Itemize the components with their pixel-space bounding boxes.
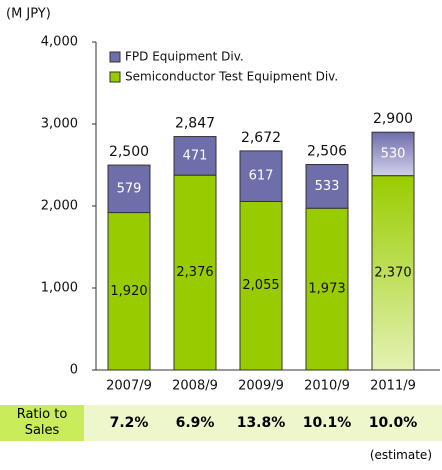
bar-segment (371, 131, 415, 177)
ratio-cell: 7.2% (109, 415, 149, 431)
estimate-note: (estimate) (369, 448, 432, 462)
chart: (M JPY) 0 1,000 2,000 3,000 4,000 2007/9 1,920… (6, 7, 440, 394)
total-label: 2,500 (109, 144, 149, 160)
legend-swatch (109, 51, 121, 63)
total-label: 2,672 (241, 130, 281, 146)
ratio-cell: 10.1% (302, 415, 352, 431)
data-label: 1,920 (110, 284, 147, 299)
bar-segment (107, 164, 151, 214)
x-tick-label: 2008/9 (172, 379, 218, 394)
unit-label: (M JPY) (6, 7, 51, 22)
total-label: 2,847 (175, 116, 215, 132)
legend-label: Semiconductor Test Equipment Div. (125, 70, 338, 84)
bar-segment (371, 175, 415, 371)
legend-swatch (109, 71, 121, 83)
y-tick-label: 2,000 (41, 199, 78, 214)
x-tick-label: 2010/9 (304, 379, 350, 394)
bar-segment (239, 200, 283, 371)
data-label: 2,370 (374, 265, 411, 280)
data-label: 579 (117, 181, 142, 196)
bar-segment (305, 164, 349, 209)
bar-segment (239, 150, 283, 202)
bar-segment (173, 174, 217, 371)
data-label: 2,376 (176, 265, 213, 280)
ratio-label: Ratio to Sales (0, 405, 84, 441)
data-label: 530 (381, 146, 406, 161)
data-label: 1,973 (308, 282, 345, 297)
data-label: 533 (315, 179, 340, 194)
ratio-cell: 6.9% (175, 415, 215, 431)
total-label: 2,506 (307, 144, 347, 160)
ratio-cell: 10.0% (368, 415, 418, 431)
data-label: 617 (249, 169, 274, 184)
legend-label: FPD Equipment Div. (125, 50, 244, 64)
total-label: 2,900 (373, 111, 413, 127)
y-tick-label: 3,000 (41, 117, 78, 132)
bar-segment (107, 212, 151, 371)
data-label: 2,055 (242, 278, 279, 293)
y-tick-label: 1,000 (41, 281, 78, 296)
x-tick-label: 2007/9 (106, 379, 152, 394)
x-tick-label: 2009/9 (238, 379, 284, 394)
data-label: 471 (183, 148, 208, 163)
bar-segment (305, 207, 349, 371)
y-tick-label: 0 (70, 363, 78, 378)
ratio-cell: 13.8% (236, 415, 286, 431)
bar-segment (173, 136, 217, 176)
y-tick-label: 4,000 (41, 35, 78, 50)
x-tick-label: 2011/9 (370, 379, 416, 394)
